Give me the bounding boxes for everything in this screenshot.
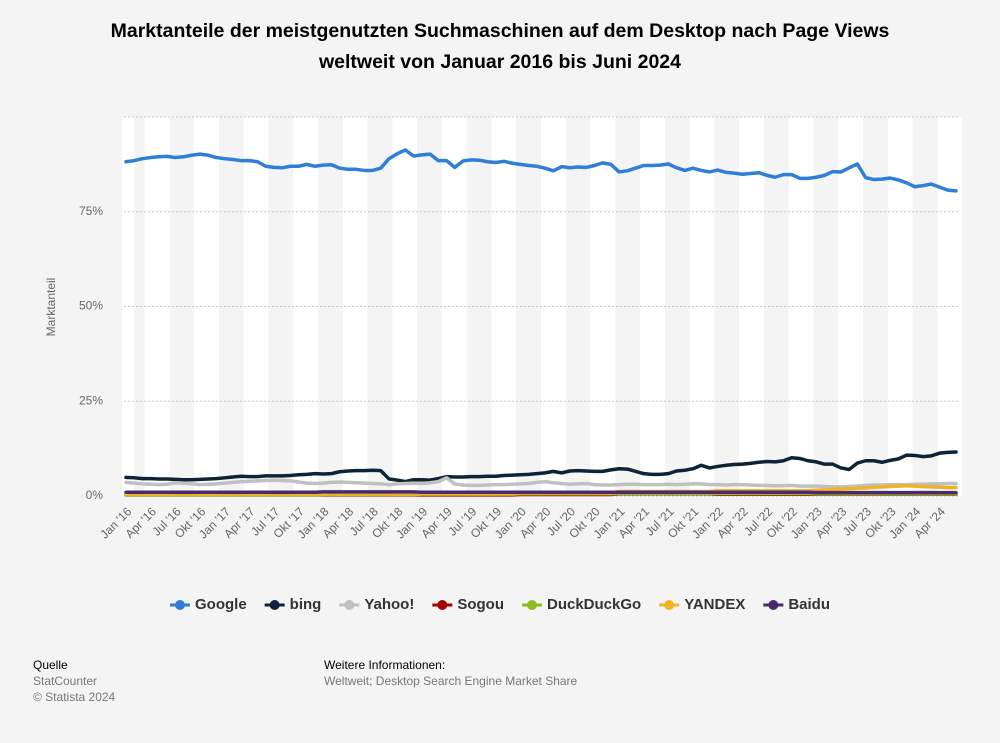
y-axis-title: Marktanteil bbox=[44, 278, 58, 337]
legend-swatch-marker bbox=[437, 600, 448, 610]
y-tick-label: 50% bbox=[79, 299, 103, 313]
legend-label: bing bbox=[290, 596, 322, 613]
plot-stripe bbox=[441, 117, 467, 496]
legend-item[interactable]: Google bbox=[169, 596, 247, 613]
legend-swatch-marker bbox=[269, 600, 280, 610]
y-tick-label: 25% bbox=[79, 393, 103, 407]
plot-stripe bbox=[194, 117, 219, 496]
info-title: Weitere Informationen: bbox=[324, 658, 446, 672]
series-line bbox=[124, 490, 958, 495]
legend-swatch-marker bbox=[664, 600, 675, 610]
legend-item[interactable]: Baidu bbox=[763, 596, 830, 613]
plot-stripe bbox=[838, 117, 864, 496]
legend-swatch-marker bbox=[526, 600, 537, 610]
legend-label: Google bbox=[195, 596, 247, 613]
plot-stripe bbox=[342, 117, 368, 496]
legend-swatch-marker bbox=[768, 600, 779, 610]
legend-label: Yahoo! bbox=[364, 596, 414, 613]
series-line bbox=[124, 450, 958, 484]
legend: Google bing Yahoo! Sogou DuckDuckGo YANDEX Bai… bbox=[169, 596, 830, 613]
legend-label: Sogou bbox=[457, 596, 504, 613]
series-line bbox=[124, 148, 958, 193]
source: StatCounter bbox=[33, 674, 98, 688]
legend-item[interactable]: bing bbox=[264, 596, 322, 613]
plot-stripe bbox=[590, 117, 616, 496]
info: Weltweit; Desktop Search Engine Market S… bbox=[324, 674, 578, 688]
copyright: © Statista 2024 bbox=[33, 690, 116, 704]
y-tick-label: 0% bbox=[86, 488, 104, 502]
legend-label: Baidu bbox=[788, 596, 830, 613]
legend-swatch-marker bbox=[344, 600, 355, 610]
legend-item[interactable]: Yahoo! bbox=[339, 596, 414, 613]
plot-stripe bbox=[739, 117, 764, 496]
legend-item[interactable]: DuckDuckGo bbox=[521, 596, 641, 613]
legend-item[interactable]: YANDEX bbox=[659, 596, 745, 613]
source-title: Quelle bbox=[33, 658, 68, 672]
legend-label: DuckDuckGo bbox=[547, 596, 641, 613]
info-block: Weitere Informationen: Weltweit; Desktop… bbox=[324, 657, 577, 689]
source-block: Quelle StatCounter © Statista 2024 bbox=[33, 657, 115, 705]
series-line bbox=[124, 476, 958, 489]
legend-item[interactable]: Sogou bbox=[432, 596, 504, 613]
legend-swatch-marker bbox=[174, 600, 185, 610]
y-tick-label: 75% bbox=[79, 204, 103, 218]
legend-label: YANDEX bbox=[684, 596, 745, 613]
chart-title: Marktanteile der meistgenutzten Suchmasc… bbox=[110, 20, 890, 73]
